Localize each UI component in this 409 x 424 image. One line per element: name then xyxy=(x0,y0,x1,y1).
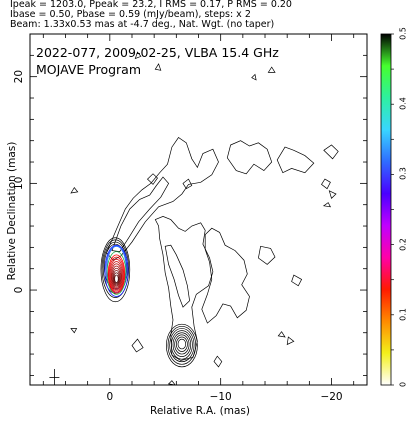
small-contour xyxy=(154,63,162,71)
core-contour xyxy=(100,237,131,303)
knot-contour xyxy=(174,334,190,355)
core-polarization-contour xyxy=(112,267,121,287)
axis-ticks xyxy=(30,33,367,385)
core-polarization-contour xyxy=(104,244,129,297)
small-contour xyxy=(131,338,144,353)
header-line-2: Ibase = 0.50, Pbase = 0.59 (mJy/beam), s… xyxy=(10,9,251,20)
y-tick-label: 20 xyxy=(13,70,25,83)
chart-title: 2022-077, 2009-02-25, VLBA 15.4 GHz xyxy=(36,45,279,60)
east-cloud-contour xyxy=(323,144,339,160)
core-polarization-contour xyxy=(108,256,125,293)
colorbar-tick-label: 0.5 xyxy=(398,27,408,40)
jet-contour-south xyxy=(154,216,214,361)
core-polarization-contour xyxy=(109,261,124,291)
colorbar-tick-label: 0.1 xyxy=(398,307,408,321)
y-axis-label: Relative Declination (mas) xyxy=(6,141,18,281)
jet-contour-inner xyxy=(111,176,170,252)
colorbar-ticks xyxy=(391,33,394,386)
south-cloud-contour xyxy=(291,274,303,287)
core-polarization-contour xyxy=(112,270,121,286)
south-cloud-contour xyxy=(258,245,276,265)
east-cloud-contour xyxy=(226,140,273,175)
core-polarization-contour xyxy=(111,265,122,288)
small-contour xyxy=(134,51,142,60)
colorbar-tick-label: 0.4 xyxy=(398,97,408,111)
small-contour xyxy=(70,186,79,194)
knot-contour xyxy=(172,332,192,357)
east-cloud-contour xyxy=(276,146,315,174)
small-contour xyxy=(267,66,276,73)
contour-lines xyxy=(49,51,339,385)
knot-contour xyxy=(177,338,187,350)
knot-contour xyxy=(169,328,195,363)
knot-contour xyxy=(170,330,193,360)
south-cloud-contour xyxy=(286,336,295,346)
small-contour xyxy=(167,380,176,385)
south-cloud-contour xyxy=(201,227,250,324)
x-axis-label: Relative R.A. (mas) xyxy=(150,405,250,417)
chart-subtitle: MOJAVE Program xyxy=(36,62,141,77)
core-polarization-contour xyxy=(113,272,120,285)
core-polarization-contour xyxy=(107,254,126,294)
plot-frame xyxy=(29,33,368,386)
y-tick-label: 0 xyxy=(13,287,25,294)
knot-contour xyxy=(175,336,188,352)
small-contour xyxy=(322,202,332,208)
colorbar-tick-label: 0.2 xyxy=(398,237,408,251)
x-tick-label: 0 xyxy=(106,391,113,403)
east-cloud-contour xyxy=(328,190,337,199)
core-polarization-contour xyxy=(110,263,123,289)
core-polarization-contour xyxy=(114,274,119,284)
core-contour xyxy=(101,239,130,298)
y-tick-label: 10 xyxy=(13,177,25,190)
knot-contour xyxy=(166,323,198,368)
x-tick-label: −20 xyxy=(320,391,342,403)
colorbar xyxy=(380,33,392,386)
jet-contour-outer xyxy=(106,137,219,261)
small-contour xyxy=(251,73,257,81)
core-polarization-contour xyxy=(109,258,124,292)
east-cloud-contour xyxy=(321,178,331,190)
small-contour xyxy=(70,328,78,334)
small-contour xyxy=(182,178,193,190)
colorbar-tick-label: 0 xyxy=(398,381,408,388)
small-contour xyxy=(277,331,286,338)
x-tick-label: −10 xyxy=(210,391,232,403)
jet-contour-knot xyxy=(146,173,158,185)
knot-contour xyxy=(167,325,197,365)
small-contour xyxy=(213,355,223,368)
header-line-1: Ipeak = 1203.0, Ppeak = 23.2, I RMS = 0.… xyxy=(10,0,292,10)
colorbar-tick-label: 0.3 xyxy=(398,167,408,181)
jet-contour-south-inner xyxy=(164,244,190,308)
core-polarization-contour xyxy=(105,245,128,294)
header-line-3: Beam: 1.33x0.53 mas at -4.7 deg., Nat. W… xyxy=(10,19,275,30)
core-polarization-contour xyxy=(106,251,127,295)
